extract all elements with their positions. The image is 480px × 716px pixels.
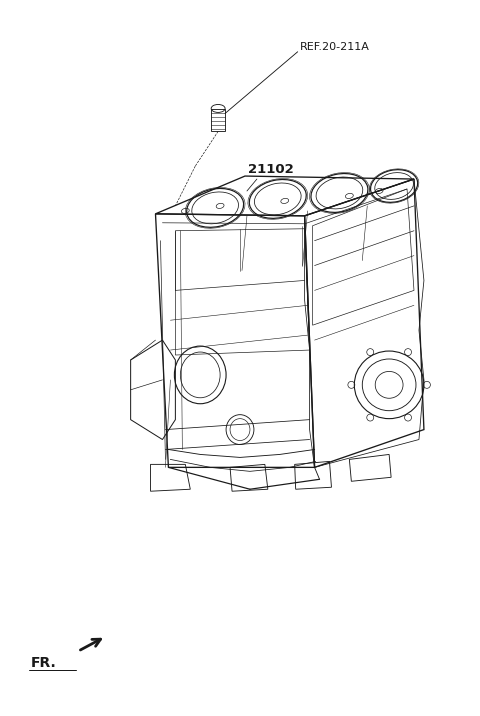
Text: REF.20-211A: REF.20-211A — [300, 42, 370, 52]
Text: FR.: FR. — [31, 657, 57, 670]
Text: 21102: 21102 — [248, 163, 294, 175]
